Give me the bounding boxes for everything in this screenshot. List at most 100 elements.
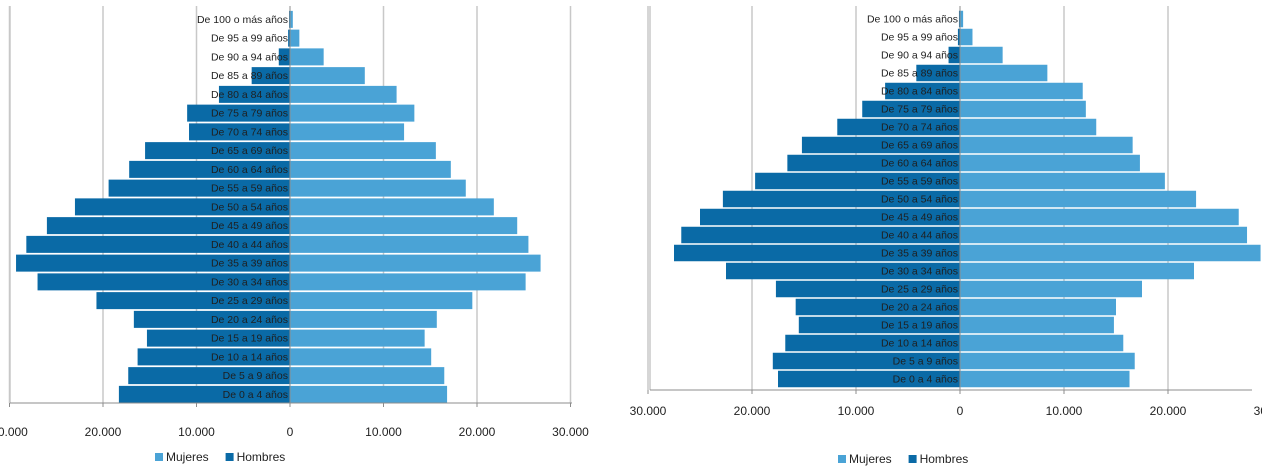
bar-hombres (74, 198, 290, 216)
bar-mujeres (290, 10, 293, 28)
x-tick-label: 10.000 (1046, 404, 1083, 418)
category-label: De 100 o más años (197, 14, 288, 26)
x-tick-label: 20.000 (459, 425, 496, 439)
bar-hombres (16, 254, 290, 272)
bar-mujeres (960, 298, 1116, 316)
bar-hombres (288, 29, 290, 47)
bar-mujeres (290, 292, 473, 310)
legend-label: Hombres (920, 452, 969, 466)
category-label: De 35 a 39 años (211, 258, 288, 270)
bar-mujeres (290, 348, 432, 366)
bar-hombres (957, 28, 960, 46)
category-label: De 60 a 64 años (211, 164, 288, 176)
bar-hombres (681, 226, 960, 244)
bar-mujeres (290, 198, 494, 216)
bar-mujeres (290, 367, 445, 385)
bar-hombres (674, 244, 960, 262)
category-label: De 65 a 69 años (881, 140, 958, 152)
bar-mujeres (960, 10, 964, 28)
legend-label: Hombres (237, 450, 286, 464)
bar-hombres (787, 154, 960, 172)
category-label: De 15 a 19 años (881, 320, 958, 332)
category-label: De 75 a 79 años (211, 108, 288, 120)
bar-mujeres (290, 142, 436, 160)
category-label: De 50 a 54 años (211, 201, 288, 213)
bar-hombres (145, 142, 290, 160)
bar-mujeres (290, 217, 518, 235)
category-label: De 80 a 84 años (211, 89, 288, 101)
x-tick-label: 10.000 (178, 425, 215, 439)
category-label: De 0 a 4 años (893, 374, 958, 386)
bar-mujeres (290, 179, 466, 197)
category-label: De 70 a 74 años (881, 122, 958, 134)
bar-hombres (775, 280, 960, 298)
category-label: De 40 a 44 años (881, 230, 958, 242)
bar-hombres (146, 329, 290, 347)
bar-hombres (726, 262, 960, 280)
category-label: De 90 a 94 años (881, 50, 958, 62)
bar-mujeres (290, 160, 451, 178)
category-label: De 25 a 29 años (881, 284, 958, 296)
bar-hombres (755, 172, 960, 190)
category-label: De 85 a 89 años (881, 68, 958, 80)
bar-mujeres (290, 310, 437, 328)
bar-mujeres (290, 385, 448, 403)
category-label: De 50 a 54 años (881, 194, 958, 206)
x-tick-label: 30.000 (1254, 404, 1262, 418)
bar-mujeres (960, 190, 1197, 208)
bar-mujeres (960, 280, 1142, 298)
category-label: De 20 a 24 años (881, 302, 958, 314)
category-label: De 90 a 94 años (211, 51, 288, 63)
bar-mujeres (290, 273, 526, 291)
category-label: De 55 a 59 años (881, 176, 958, 188)
bar-hombres (801, 136, 960, 154)
category-label: De 30 a 34 años (211, 276, 288, 288)
bar-mujeres (960, 28, 973, 46)
category-label: De 5 a 9 años (893, 356, 958, 368)
bar-hombres (26, 235, 291, 253)
x-tick-label: 0 (957, 404, 964, 418)
bar-mujeres (960, 64, 1048, 82)
x-tick-label: 10.000 (365, 425, 402, 439)
bar-hombres (862, 100, 960, 118)
category-label: De 70 a 74 años (211, 126, 288, 138)
bar-mujeres (290, 123, 405, 141)
bar-mujeres (960, 226, 1248, 244)
bar-hombres (187, 104, 290, 122)
bar-hombres (795, 298, 960, 316)
x-tick-label: 20.000 (1150, 404, 1187, 418)
bar-mujeres (960, 46, 1003, 64)
category-label: De 65 a 69 años (211, 145, 288, 157)
legend-label: Mujeres (166, 450, 209, 464)
bar-mujeres (960, 316, 1114, 334)
bar-mujeres (960, 262, 1194, 280)
bar-mujeres (290, 235, 529, 253)
bar-hombres (798, 316, 960, 334)
bar-mujeres (960, 352, 1135, 370)
bar-mujeres (290, 329, 425, 347)
bar-mujeres (960, 172, 1165, 190)
bar-mujeres (290, 48, 324, 66)
bar-hombres (948, 46, 960, 64)
x-tick-label: 10.000 (838, 404, 875, 418)
bar-hombres (785, 334, 960, 352)
category-label: De 100 o más años (867, 14, 958, 26)
bar-hombres (700, 208, 960, 226)
category-label: De 45 a 49 años (211, 220, 288, 232)
bar-hombres (218, 85, 290, 103)
bar-hombres (137, 348, 290, 366)
bar-mujeres (290, 254, 541, 272)
x-tick-label: 0 (287, 425, 294, 439)
bar-mujeres (960, 154, 1140, 172)
bar-mujeres (960, 118, 1097, 136)
bar-hombres (128, 367, 290, 385)
bar-hombres (129, 160, 290, 178)
bar-hombres (278, 48, 290, 66)
bar-hombres (778, 370, 960, 388)
bar-mujeres (960, 244, 1261, 262)
bar-hombres (837, 118, 960, 136)
bar-hombres (251, 67, 290, 85)
category-label: De 75 a 79 años (881, 104, 958, 116)
bar-hombres (133, 310, 290, 328)
category-label: De 45 a 49 años (881, 212, 958, 224)
